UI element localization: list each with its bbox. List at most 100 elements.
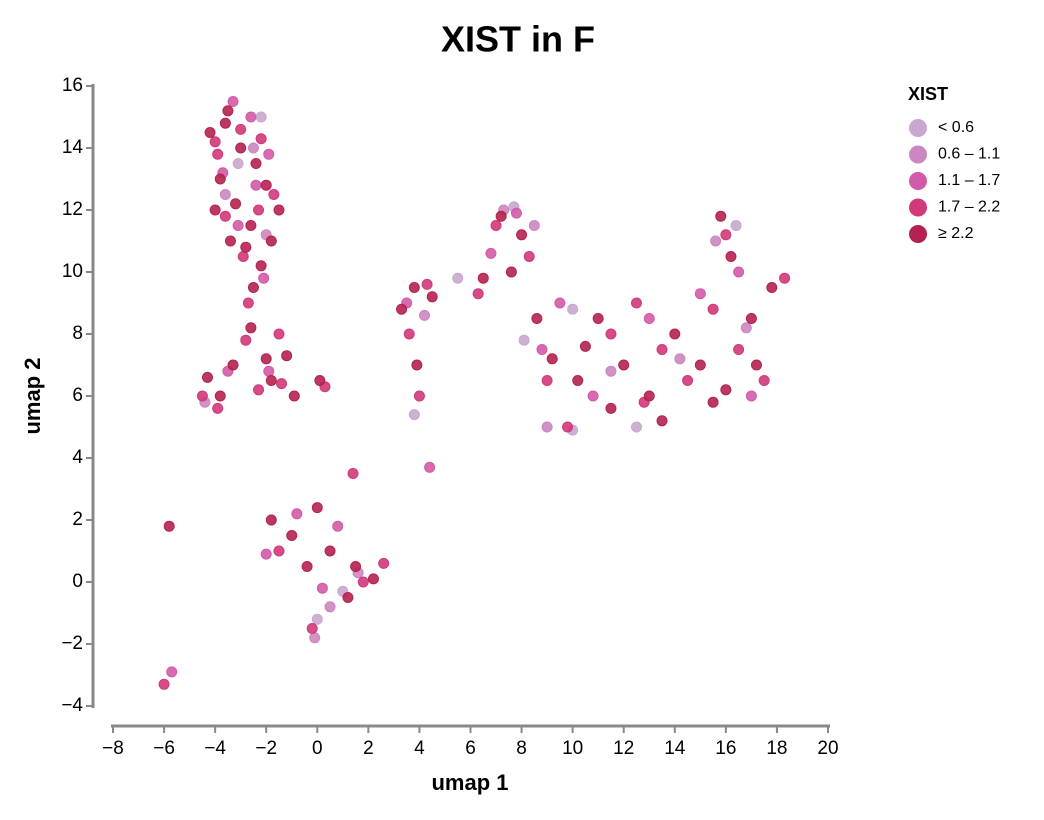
chart-title: XIST in F bbox=[441, 19, 595, 60]
legend-marker bbox=[909, 198, 927, 217]
point bbox=[707, 396, 719, 408]
point bbox=[232, 220, 244, 231]
point bbox=[630, 297, 642, 309]
point bbox=[237, 251, 249, 262]
legend-title: XIST bbox=[908, 84, 948, 104]
point bbox=[227, 96, 239, 107]
point bbox=[273, 204, 285, 216]
point bbox=[219, 189, 231, 200]
point bbox=[332, 520, 344, 532]
legend-marker bbox=[909, 172, 927, 190]
point bbox=[605, 365, 617, 377]
point bbox=[258, 272, 270, 284]
point bbox=[222, 105, 234, 117]
point bbox=[265, 514, 277, 526]
point bbox=[163, 520, 175, 532]
point bbox=[219, 117, 231, 129]
point bbox=[367, 573, 379, 585]
y-tick-label: 14 bbox=[62, 137, 84, 158]
point bbox=[733, 266, 745, 278]
point bbox=[505, 266, 517, 278]
point bbox=[518, 334, 530, 346]
legend-marker bbox=[909, 145, 927, 164]
point bbox=[314, 375, 326, 386]
point bbox=[541, 375, 553, 386]
point bbox=[452, 272, 464, 284]
point bbox=[219, 210, 231, 222]
point bbox=[403, 328, 415, 340]
point bbox=[567, 303, 579, 315]
point bbox=[408, 282, 420, 293]
point bbox=[250, 158, 262, 169]
point bbox=[485, 247, 497, 259]
x-tick-label: 2 bbox=[363, 738, 374, 759]
point bbox=[694, 359, 706, 371]
point bbox=[286, 530, 298, 541]
point bbox=[710, 235, 722, 247]
point bbox=[260, 548, 272, 560]
point bbox=[587, 390, 599, 402]
point bbox=[347, 468, 359, 479]
point bbox=[247, 282, 259, 293]
point bbox=[720, 229, 732, 241]
point bbox=[316, 582, 328, 594]
point bbox=[263, 365, 275, 377]
y-tick-label: 4 bbox=[72, 447, 83, 468]
point bbox=[495, 210, 507, 222]
point bbox=[245, 111, 257, 123]
point bbox=[656, 415, 668, 427]
point bbox=[242, 297, 254, 309]
point bbox=[288, 390, 300, 402]
x-tick-label: −8 bbox=[102, 738, 124, 759]
x-tick-label: 20 bbox=[817, 738, 838, 759]
point bbox=[212, 148, 224, 160]
point bbox=[720, 384, 732, 396]
x-tick-label: 12 bbox=[613, 738, 634, 759]
point bbox=[232, 158, 244, 169]
point bbox=[253, 384, 265, 396]
point bbox=[424, 461, 436, 473]
x-tick-label: 0 bbox=[312, 738, 323, 759]
point bbox=[309, 632, 321, 644]
point bbox=[260, 353, 272, 365]
point bbox=[240, 334, 252, 346]
point bbox=[707, 303, 719, 315]
point bbox=[350, 561, 362, 572]
point bbox=[245, 220, 257, 231]
point bbox=[265, 235, 277, 247]
point bbox=[643, 390, 655, 402]
point bbox=[546, 353, 558, 365]
y-tick-label: 2 bbox=[72, 509, 83, 530]
point bbox=[306, 623, 318, 634]
point bbox=[490, 220, 502, 231]
x-tick-label: −2 bbox=[255, 738, 277, 759]
point bbox=[531, 313, 543, 324]
point bbox=[419, 309, 431, 321]
y-axis-title: umap 2 bbox=[20, 357, 45, 434]
point bbox=[235, 142, 247, 154]
point bbox=[324, 545, 336, 557]
point bbox=[255, 260, 267, 272]
point bbox=[715, 210, 727, 222]
point bbox=[281, 350, 293, 362]
y-tick-label: −2 bbox=[61, 633, 83, 654]
x-axis-title: umap 1 bbox=[431, 770, 508, 795]
legend-label: 1.1 – 1.7 bbox=[938, 172, 1000, 189]
y-tick-label: 0 bbox=[72, 571, 83, 592]
point bbox=[605, 328, 617, 340]
point bbox=[235, 123, 247, 135]
point bbox=[291, 508, 303, 520]
point bbox=[536, 344, 548, 355]
y-tick-label: −4 bbox=[61, 695, 83, 716]
point bbox=[656, 344, 668, 355]
legend-label: < 0.6 bbox=[938, 119, 974, 136]
point bbox=[378, 557, 390, 569]
point bbox=[618, 359, 630, 371]
point bbox=[740, 322, 752, 334]
point bbox=[779, 272, 791, 284]
point bbox=[643, 313, 655, 324]
legend-marker bbox=[909, 225, 927, 243]
legend-marker bbox=[909, 119, 927, 137]
point bbox=[255, 133, 267, 145]
